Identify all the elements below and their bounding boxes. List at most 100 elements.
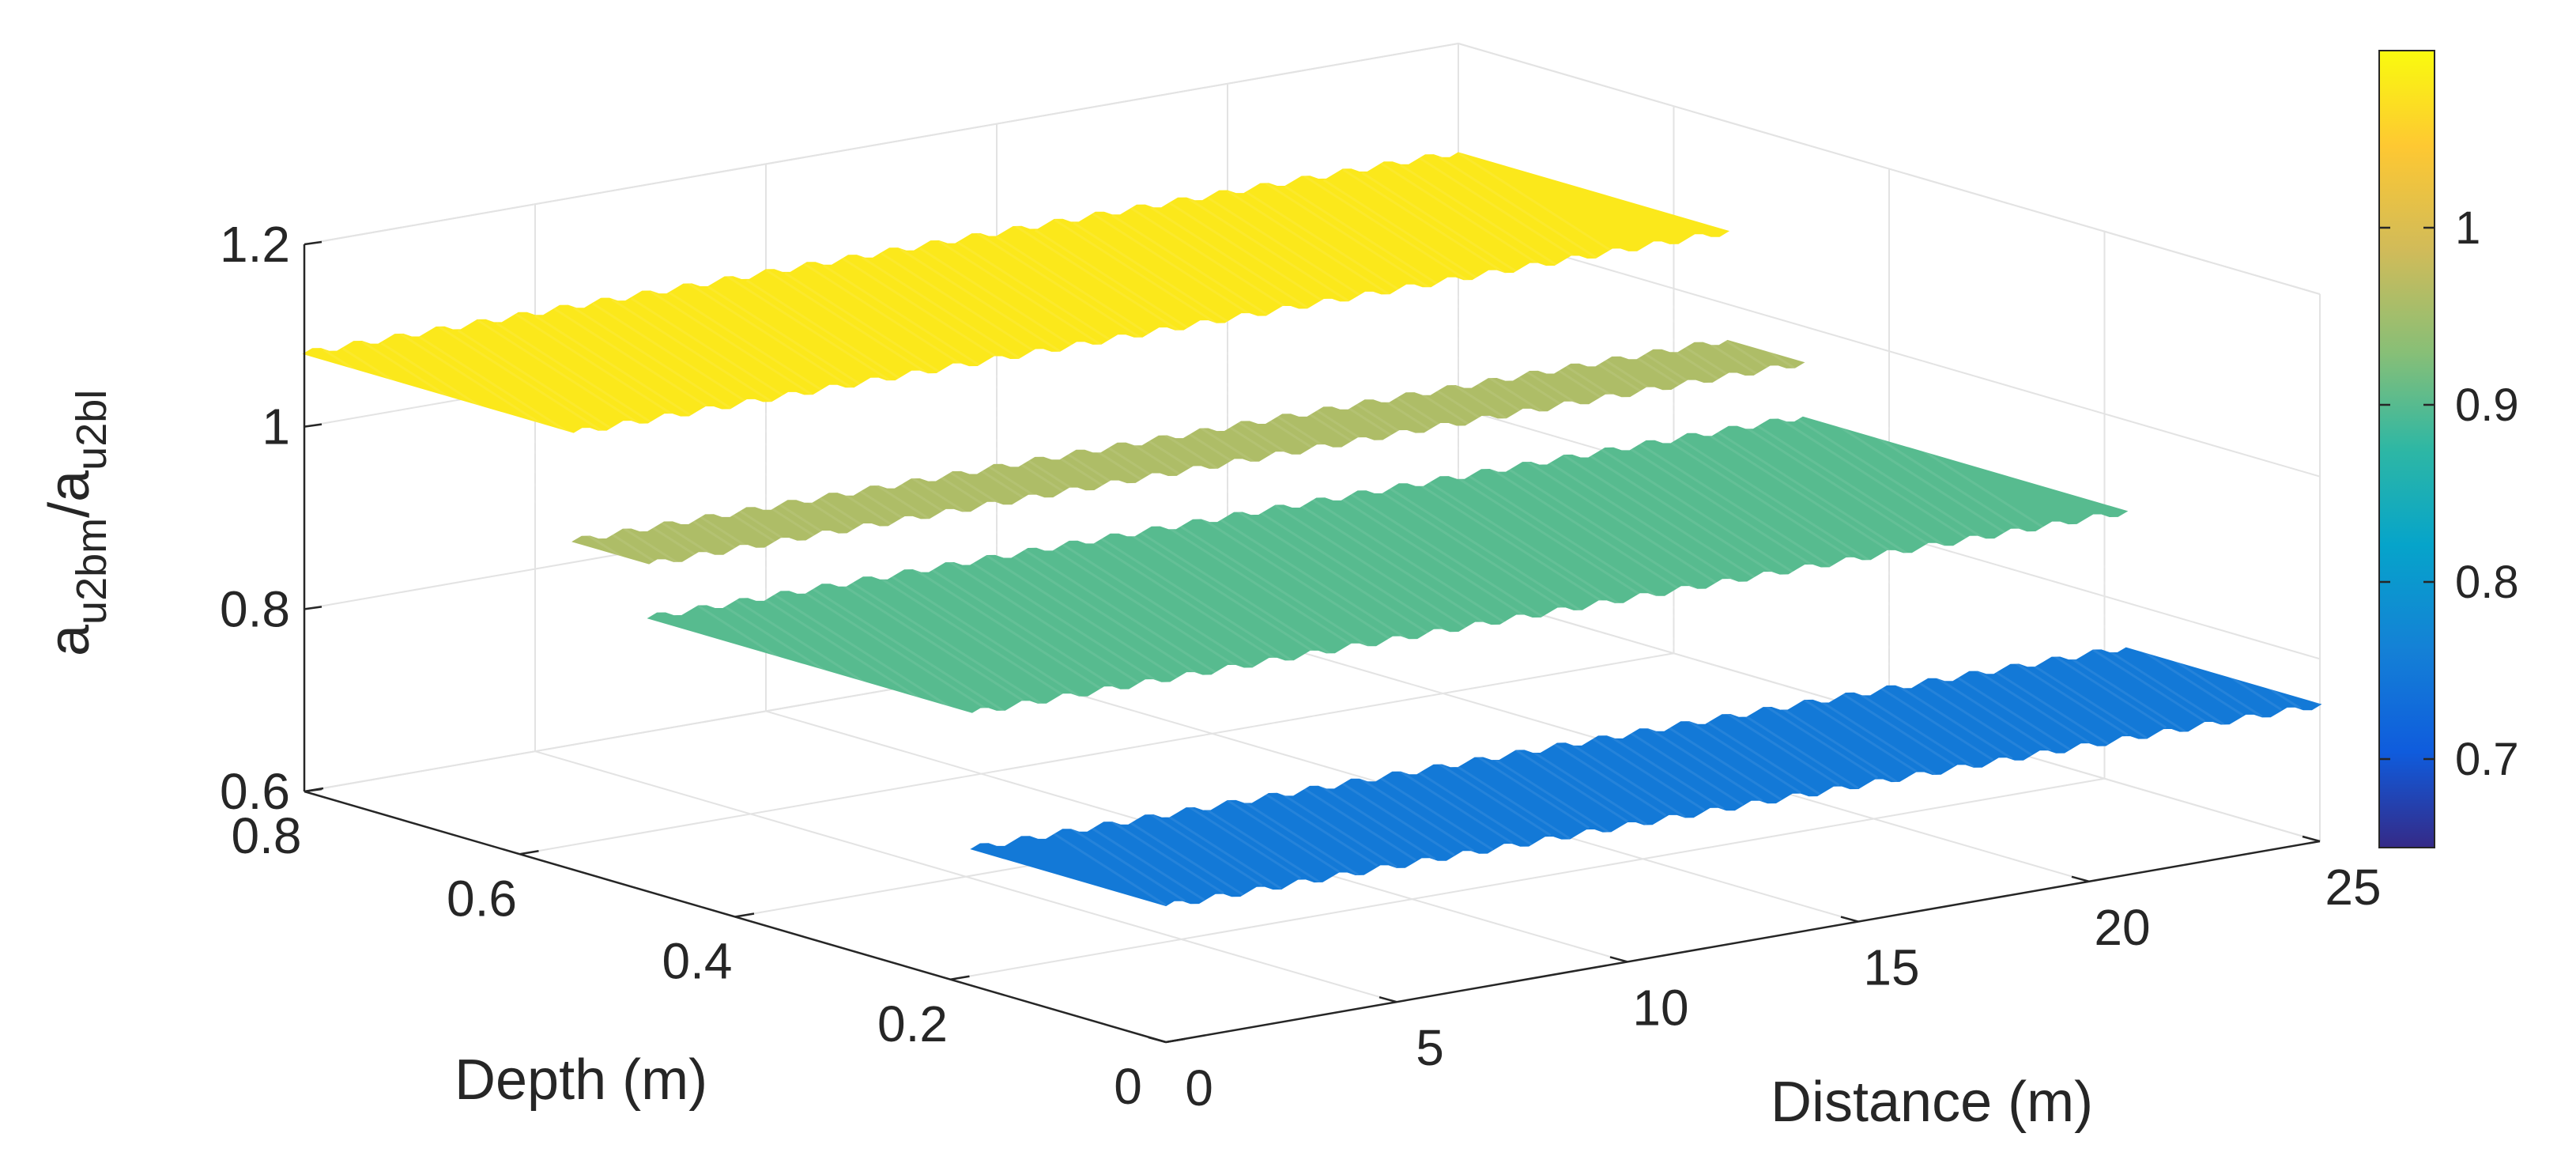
surface-streak	[592, 302, 1455, 856]
grid-line	[304, 43, 1459, 245]
surface-band-2	[571, 339, 1805, 565]
x-tick-mark	[2071, 875, 2090, 883]
z-tick-label: 0.6	[220, 763, 290, 820]
surface-streak	[1284, 185, 2148, 739]
surface-streak	[688, 282, 1552, 837]
surface-streak	[1188, 198, 2052, 752]
x-axis-ticks: 0 5 10 15 20 25	[1148, 835, 2382, 1116]
y-axis-ticks: 0 0.2 0.4 0.6 0.8	[232, 787, 1186, 1115]
surface-streak	[784, 272, 1648, 826]
surface-streak	[823, 264, 1686, 818]
grid-line	[1458, 225, 2321, 478]
surface-streak	[938, 240, 1801, 794]
surface-streak	[803, 263, 1667, 817]
y-tick-mark	[519, 850, 539, 856]
surface-streak	[918, 247, 1782, 801]
z-tick-label: 1.2	[220, 216, 290, 273]
surface-streak	[1015, 225, 1879, 780]
x-tick-mark	[1148, 1036, 1167, 1044]
x-tick-label: 0	[1185, 1060, 1213, 1116]
surface-streak	[496, 322, 1360, 876]
surface-streak	[669, 292, 1533, 846]
surface-streak	[1034, 229, 1898, 783]
surface-streak	[976, 232, 1840, 787]
surface-streak	[534, 315, 1397, 869]
surface-streak	[630, 297, 1494, 852]
x-tick-label: 5	[1416, 1019, 1444, 1076]
surface-streak	[1169, 202, 2032, 756]
z-tick-label: 0.8	[220, 580, 290, 637]
z-tick-mark	[304, 423, 322, 428]
surface-streak	[900, 247, 1763, 803]
x-axis-title: Distance (m)	[1771, 1071, 2093, 1134]
colorbar-bar	[2378, 50, 2435, 848]
grid-line	[519, 652, 1674, 856]
grid-line	[950, 777, 2105, 980]
y-tick-label: 0.8	[232, 807, 302, 864]
y-tick-label: 0	[1114, 1058, 1142, 1115]
surface-streak	[1303, 175, 2167, 729]
surface-streak	[1149, 206, 2013, 760]
surface-streak	[1322, 179, 2186, 733]
x-tick-label: 10	[1632, 979, 1688, 1036]
surface-streak	[1361, 172, 2225, 726]
surface-streak	[1054, 218, 1917, 772]
surface-streak	[304, 353, 1167, 907]
surface-streak	[341, 347, 1205, 901]
colorbar-tick-label: 0.7	[2455, 734, 2519, 785]
surface-streak	[1265, 182, 2129, 736]
y-axis-title: Depth (m)	[454, 1048, 707, 1112]
colorbar-tick-label: 1	[2455, 202, 2480, 254]
surface-streak	[419, 336, 1282, 890]
surface-streak	[572, 306, 1436, 860]
colorbar-tick-label: 0.8	[2455, 557, 2519, 608]
y-tick-mark	[734, 912, 755, 918]
z-axis-ticks: 0.6 0.8 1 1.2	[220, 216, 322, 820]
surface-streak	[457, 329, 1321, 883]
surface-streak	[1400, 164, 2263, 718]
x-tick-label: 25	[2325, 859, 2381, 916]
surface-streak	[726, 275, 1590, 829]
surface-streak	[765, 269, 1628, 823]
surface-streak	[399, 332, 1263, 887]
x-axis-line	[1165, 840, 2321, 1044]
colorbar-tick-label: 0.9	[2455, 380, 2519, 431]
surface-streak	[1342, 168, 2205, 723]
y-tick-label: 0.6	[447, 870, 517, 927]
surface-streak	[1458, 152, 2321, 706]
surface-streak	[707, 285, 1571, 840]
z-axis-title-sep: /a	[38, 470, 101, 518]
surface-streak	[996, 236, 1859, 790]
surface-streak	[1130, 207, 1994, 761]
z-tick-mark	[304, 240, 322, 246]
surface-streak	[745, 279, 1609, 833]
surface-streak	[611, 298, 1475, 852]
surface-streak	[881, 252, 1744, 806]
y-tick-mark	[304, 787, 324, 793]
surface-streak	[1111, 214, 1974, 769]
surface-streak	[861, 256, 1725, 810]
z-axis-title-base: a	[38, 624, 101, 656]
z-tick-mark	[304, 606, 322, 610]
y-tick-label: 0.4	[662, 933, 733, 990]
surface-streak	[361, 340, 1224, 894]
colorbar: 0.7 0.8 0.9 1	[2378, 50, 2519, 848]
surface-streak	[1419, 157, 2283, 711]
surface-streak	[957, 241, 1821, 795]
x-tick-mark	[1379, 995, 1397, 1003]
z-axis-title: au2bm/au2bl	[38, 390, 115, 656]
x-tick-mark	[1840, 916, 1859, 923]
y-tick-label: 0.2	[877, 995, 948, 1052]
surface-plot	[302, 152, 2322, 907]
surface-streak	[515, 313, 1379, 867]
surface-streak	[322, 348, 1186, 903]
surface-streak	[553, 308, 1417, 862]
z-axis-title-sub1: u2bm	[68, 518, 115, 625]
surface-band-1	[647, 416, 2129, 713]
surface-streak	[1073, 221, 1937, 776]
surface-streak	[1246, 191, 2110, 746]
y-tick-mark	[950, 975, 970, 980]
surface-streak	[438, 325, 1302, 880]
surface-streak	[1092, 213, 1956, 767]
